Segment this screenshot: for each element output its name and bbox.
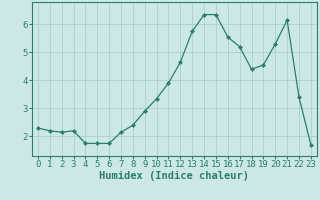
X-axis label: Humidex (Indice chaleur): Humidex (Indice chaleur) [100, 171, 249, 181]
